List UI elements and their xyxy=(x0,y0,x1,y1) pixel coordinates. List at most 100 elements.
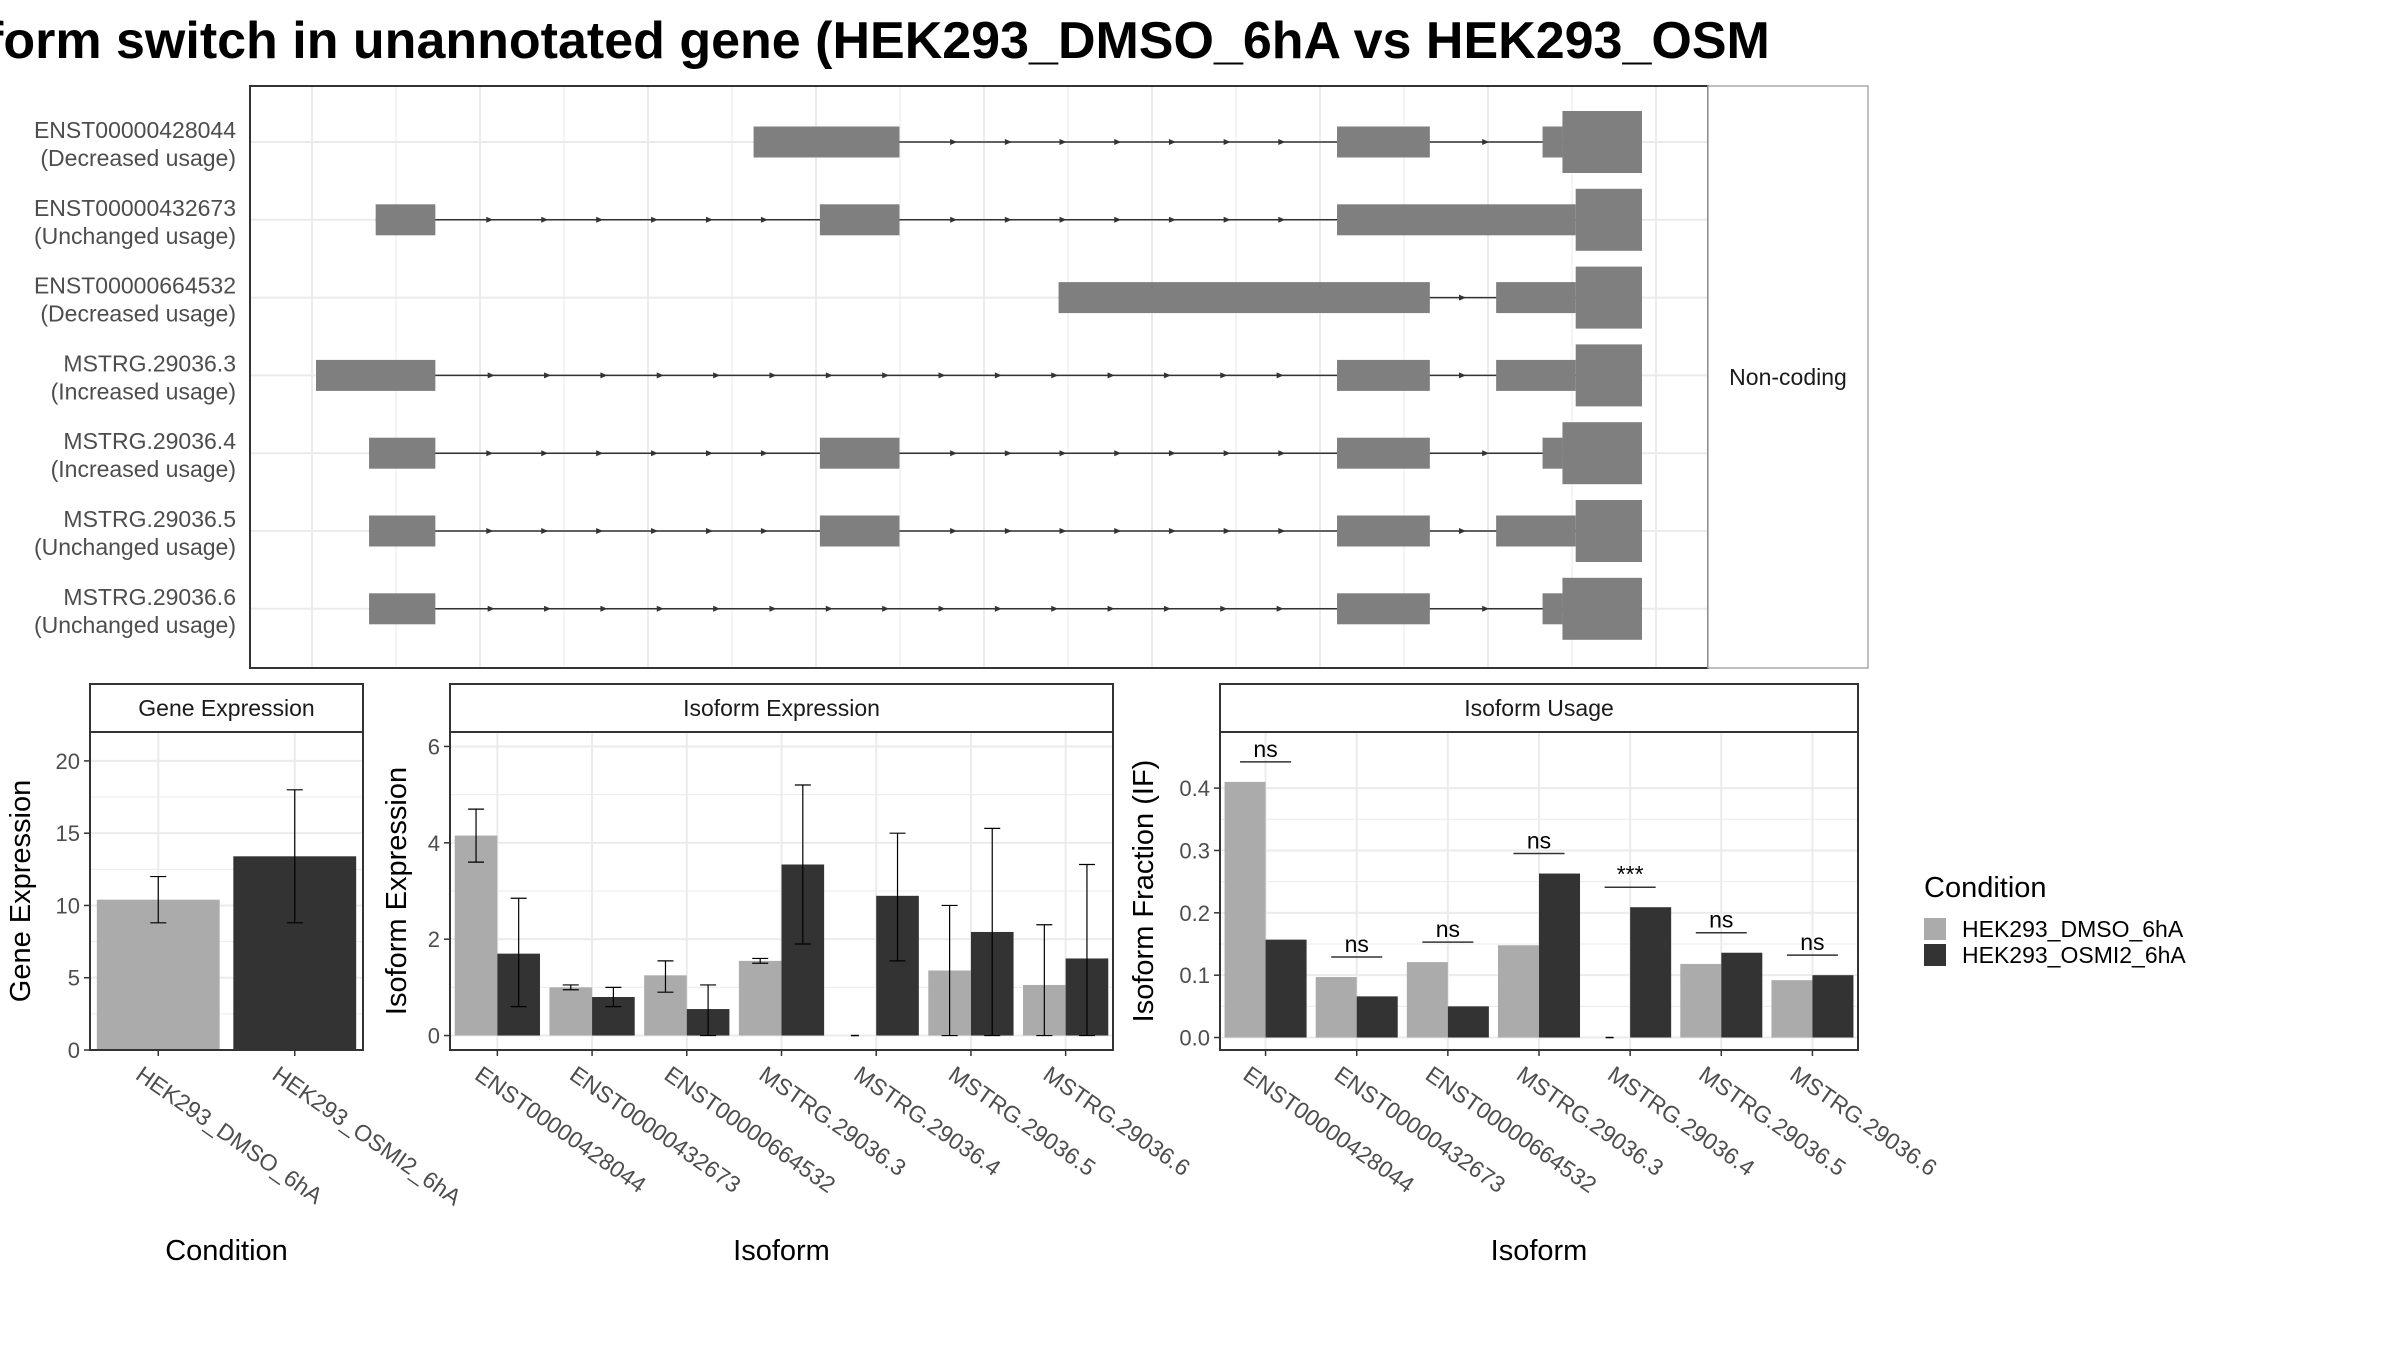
legend-key xyxy=(1924,944,1946,966)
significance-label: ns xyxy=(1436,916,1460,942)
figure-title: form switch in unannotated gene (HEK293_… xyxy=(0,12,1770,70)
intron-arrow xyxy=(825,605,833,612)
y-tick-label: 0 xyxy=(68,1038,80,1063)
intron-arrow xyxy=(541,528,549,534)
exon-block xyxy=(1337,126,1430,158)
intron-arrow xyxy=(487,605,495,612)
isoform-status-label: (Unchanged usage) xyxy=(34,534,236,560)
intron-arrow xyxy=(1278,216,1286,223)
bar xyxy=(1356,996,1398,1038)
bar xyxy=(1497,945,1539,1038)
intron-arrow xyxy=(1004,139,1012,145)
legend-key xyxy=(1924,918,1946,940)
intron-arrow xyxy=(706,450,714,457)
intron-arrow xyxy=(1278,139,1286,145)
exon-block xyxy=(1575,500,1642,562)
intron-arrow xyxy=(1168,216,1176,223)
isoform-id-label: MSTRG.29036.6 xyxy=(63,584,236,610)
bar xyxy=(1265,939,1307,1038)
exon-block xyxy=(1562,111,1642,173)
exon-block xyxy=(1542,437,1563,469)
facet-strip xyxy=(1707,85,1869,669)
exon-block xyxy=(1542,126,1563,158)
isoform-status-label: (Increased usage) xyxy=(51,456,236,482)
exon-block xyxy=(1542,593,1563,625)
intron-arrow xyxy=(1004,450,1012,457)
isoform-id-label: MSTRG.29036.5 xyxy=(63,506,236,532)
exon-block xyxy=(369,437,436,469)
exon-block xyxy=(1575,266,1642,329)
y-axis-title: Isoform Expression xyxy=(381,767,413,1015)
exon-block xyxy=(1562,577,1642,640)
exon-block xyxy=(369,515,436,547)
panel-strip xyxy=(449,683,1114,733)
y-axis-title: Gene Expression xyxy=(5,780,37,1002)
intron-arrow xyxy=(825,372,833,379)
y-axis-title: Isoform Fraction (IF) xyxy=(1128,760,1160,1023)
exon-block xyxy=(819,204,900,236)
intron-arrow xyxy=(1168,450,1176,457)
bar xyxy=(1539,873,1581,1038)
intron-arrow xyxy=(596,528,604,534)
y-tick-label: 10 xyxy=(56,893,80,918)
y-tick-label: 4 xyxy=(428,831,440,856)
intron-arrow xyxy=(1107,372,1115,379)
bar xyxy=(1812,975,1854,1038)
intron-arrow xyxy=(1114,139,1122,145)
isoform-status-label: (Unchanged usage) xyxy=(34,612,236,638)
panel-title: Isoform Expression xyxy=(683,695,880,721)
intron-arrow xyxy=(486,528,494,534)
intron-arrow xyxy=(1223,450,1231,457)
x-tick-label: MSTRG.29036.6 xyxy=(1786,1061,1942,1181)
exon-block xyxy=(1575,344,1642,407)
intron-arrow xyxy=(1276,372,1284,379)
intron-arrow xyxy=(486,216,494,223)
exon-block xyxy=(1496,359,1576,391)
exon-block xyxy=(1337,204,1576,236)
intron-arrow xyxy=(994,605,1002,612)
intron-arrow xyxy=(656,372,664,379)
intron-arrow xyxy=(1458,294,1466,301)
intron-arrow xyxy=(1278,450,1286,457)
intron-arrow xyxy=(596,216,604,223)
x-tick-label: ENST00000428044 xyxy=(1239,1061,1420,1198)
intron-arrow xyxy=(769,372,777,379)
exon-block xyxy=(1058,282,1430,314)
bar xyxy=(96,899,220,1050)
legend-label: HEK293_OSMI2_6hA xyxy=(1962,942,2186,968)
bar xyxy=(1447,1006,1489,1038)
isoform-id-label: MSTRG.29036.4 xyxy=(63,428,236,454)
isoform-expression-panel: 0 2 4 6 ENST00000428044ENST00000432673ENST00… xyxy=(381,683,1195,1267)
intron-arrow xyxy=(1004,216,1012,223)
intron-arrow xyxy=(600,372,608,379)
exon-block xyxy=(753,126,900,158)
intron-arrow xyxy=(1059,450,1067,457)
y-tick-label: 5 xyxy=(68,966,80,991)
y-tick-label: 6 xyxy=(428,734,440,759)
intron-arrow xyxy=(1482,450,1490,457)
legend-title: Condition xyxy=(1924,872,2047,904)
exon-block xyxy=(1337,593,1430,625)
intron-arrow xyxy=(1220,372,1228,379)
y-tick-label: 0.1 xyxy=(1179,963,1210,988)
intron-arrow xyxy=(1163,605,1171,612)
intron-arrow xyxy=(541,216,549,223)
intron-arrow xyxy=(1223,139,1231,145)
intron-arrow xyxy=(487,372,495,379)
intron-arrow xyxy=(1223,528,1231,534)
exon-block xyxy=(1337,437,1430,469)
significance-label: ns xyxy=(1345,931,1369,957)
intron-arrow xyxy=(950,450,958,457)
exon-block xyxy=(819,515,900,547)
intron-arrow xyxy=(1458,528,1466,534)
intron-arrow xyxy=(1059,216,1067,223)
intron-arrow xyxy=(651,216,659,223)
intron-arrow xyxy=(1168,528,1176,534)
bar xyxy=(1771,980,1813,1038)
intron-arrow xyxy=(760,216,768,223)
intron-arrow xyxy=(1458,372,1466,379)
intron-arrow xyxy=(1051,372,1059,379)
significance-label: ns xyxy=(1527,828,1551,854)
y-tick-label: 0.4 xyxy=(1179,776,1210,801)
